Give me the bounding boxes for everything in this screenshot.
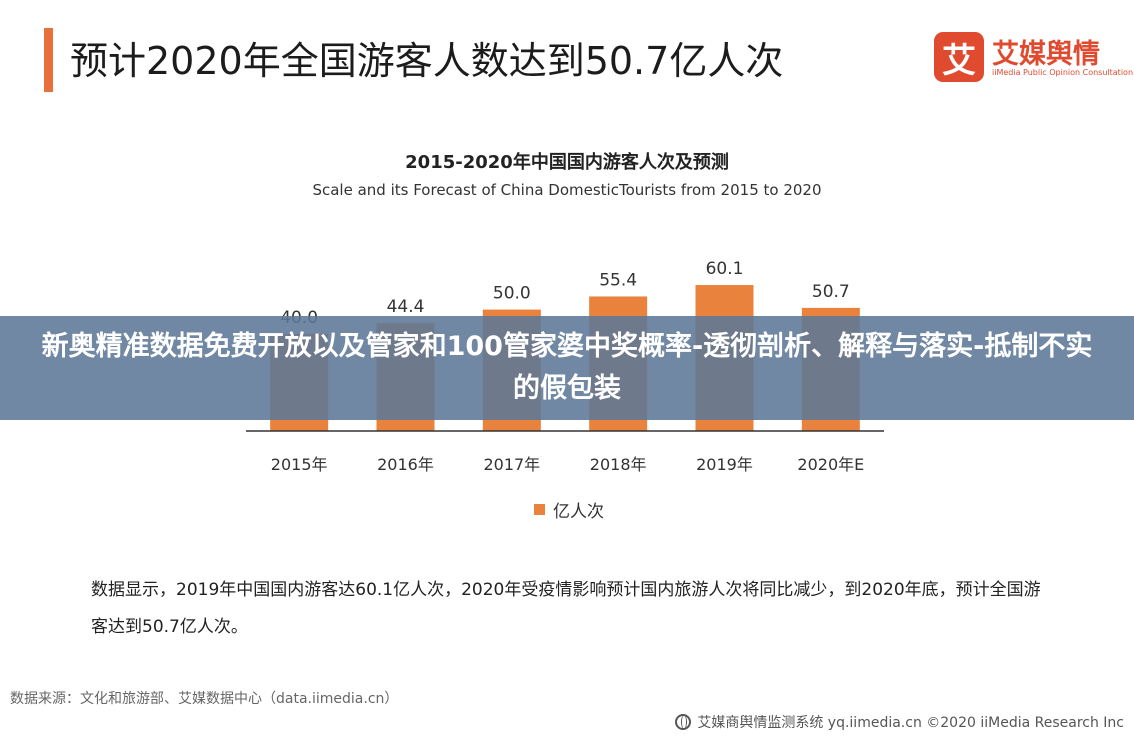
x-tick-label: 2018年 xyxy=(590,455,647,474)
footer: 艾媒商舆情监测系统 yq.iimedia.cn ©2020 iiMedia Re… xyxy=(675,712,1124,732)
x-tick-label: 2015年 xyxy=(271,455,328,474)
x-tick-label: 2019年 xyxy=(696,455,753,474)
x-tick-label: 2017年 xyxy=(483,455,540,474)
logo-name: 艾媒舆情 xyxy=(992,39,1100,70)
bar-value-label: 60.1 xyxy=(706,259,744,279)
watermark-banner: 新奥精准数据免费开放以及管家和100管家婆中奖概率-透彻剖析、解释与落实-抵制不… xyxy=(0,316,1134,420)
chart-legend: 亿人次 xyxy=(534,497,604,522)
legend-label: 亿人次 xyxy=(553,502,604,522)
logo-tagline: iiMedia Public Opinion Consultation xyxy=(992,68,1134,77)
bar-value-label: 55.4 xyxy=(599,270,637,290)
accent-bar xyxy=(44,28,53,92)
bar-value-label: 50.0 xyxy=(493,284,531,304)
chart-subtitle: Scale and its Forecast of China Domestic… xyxy=(312,181,822,199)
brand-logo: 艾 艾媒舆情 iiMedia Public Opinion Consultati… xyxy=(934,32,1133,88)
bar-value-label: 50.7 xyxy=(812,282,850,302)
summary-note: 数据显示，2019年中国国内游客达60.1亿人次，2020年受疫情影响预计国内旅… xyxy=(91,580,1041,637)
bar-value-label: 44.4 xyxy=(387,297,425,317)
footer-text: 艾媒商舆情监测系统 yq.iimedia.cn ©2020 iiMedia Re… xyxy=(697,715,1124,731)
watermark-text: 新奥精准数据免费开放以及管家和100管家婆中奖概率-透彻剖析、解释与落实-抵制不… xyxy=(41,331,1093,404)
legend-swatch xyxy=(534,504,545,515)
page-title: 预计2020年全国游客人数达到50.7亿人次 xyxy=(70,39,784,83)
data-source: 数据来源：文化和旅游部、艾媒数据中心（data.iimedia.cn） xyxy=(10,691,399,707)
x-tick-label: 2020年E xyxy=(797,455,864,474)
globe-icon xyxy=(675,714,692,730)
chart-title: 2015-2020年中国国内游客人次及预测 xyxy=(405,152,729,173)
x-tick-label: 2016年 xyxy=(377,455,434,474)
logo-mark: 艾 xyxy=(934,32,984,82)
